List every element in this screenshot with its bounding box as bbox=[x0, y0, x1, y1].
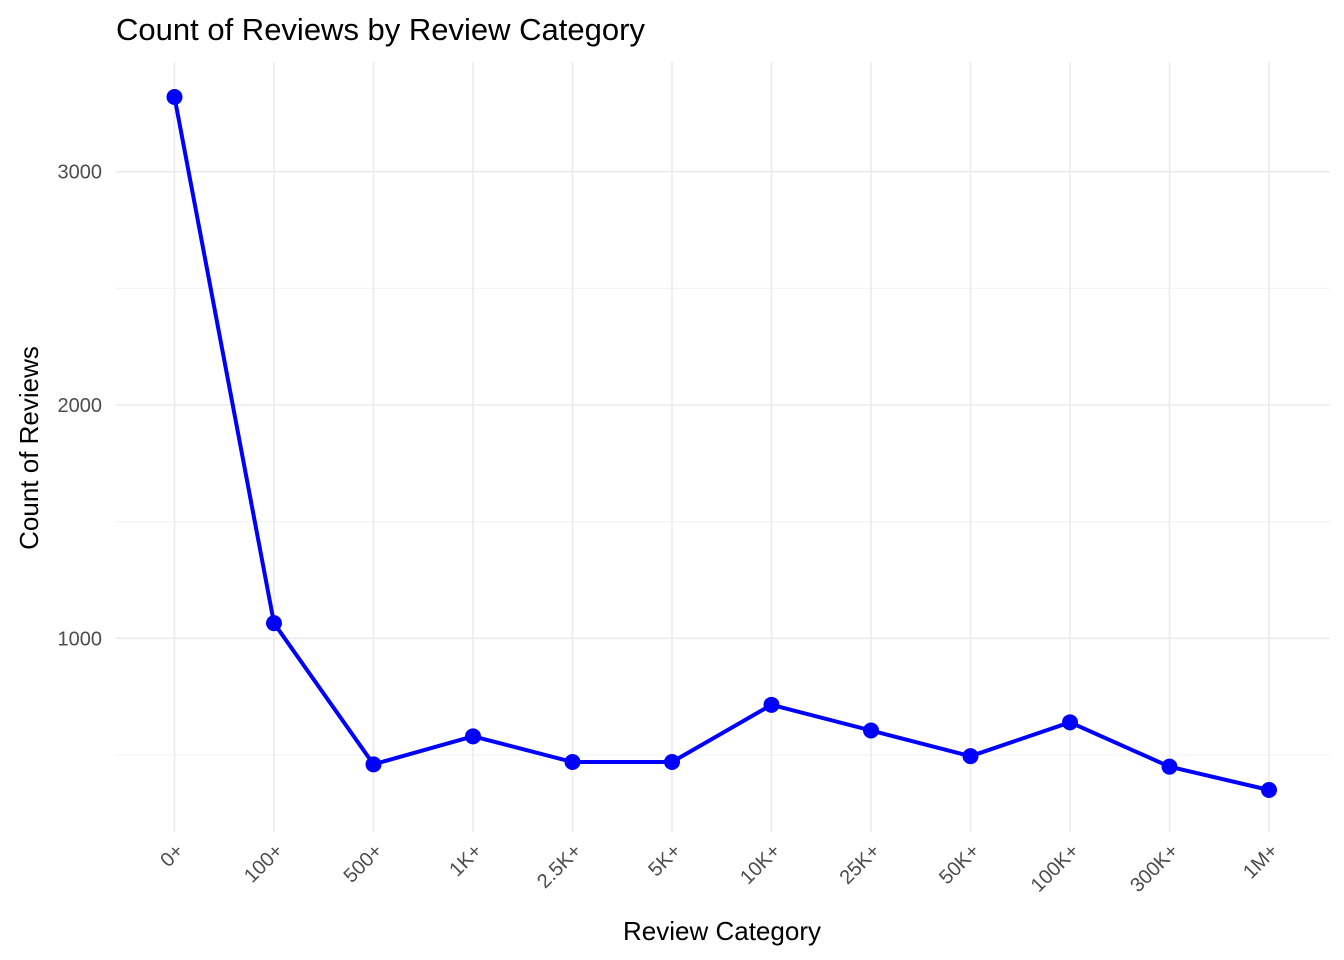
major-gridlines bbox=[116, 62, 1330, 832]
series-line bbox=[172, 95, 1271, 792]
x-axis-tick-labels: 0+ 100+ 500+ 1K+ 2.5K+ 5K+ 10K+ 25K+ 50K+ 100K+ 30… bbox=[156, 840, 1282, 897]
x-tick-label: 500+ bbox=[340, 840, 387, 887]
data-point-25K+ bbox=[863, 722, 879, 739]
data-point-1M+ bbox=[1261, 782, 1277, 798]
data-point-5K+ bbox=[664, 754, 680, 770]
chart-title: Count of Reviews by Review Category bbox=[116, 12, 645, 47]
y-tick-label: 3000 bbox=[58, 162, 103, 184]
x-tick-label: 10K+ bbox=[736, 840, 785, 889]
x-tick-label: 2.5K+ bbox=[533, 840, 586, 893]
data-points bbox=[166, 89, 1277, 798]
data-point-0+ bbox=[166, 89, 183, 105]
data-point-50K+ bbox=[962, 748, 979, 765]
minor-gridlines bbox=[116, 287, 1330, 756]
y-axis-title: Count of Reviews bbox=[14, 346, 44, 550]
data-point-10K+ bbox=[763, 696, 780, 713]
data-point-300K+ bbox=[1161, 758, 1178, 775]
x-tick-label: 5K+ bbox=[644, 840, 685, 881]
x-axis-title: Review Category bbox=[623, 916, 821, 946]
x-tick-label: 25K+ bbox=[836, 840, 885, 889]
x-tick-label: 0+ bbox=[156, 840, 188, 872]
data-point-100K+ bbox=[1062, 714, 1078, 731]
y-axis-tick-labels: 1000 2000 3000 bbox=[58, 162, 103, 651]
x-tick-label: 1M+ bbox=[1239, 840, 1282, 883]
x-tick-label: 100K+ bbox=[1027, 840, 1084, 897]
x-tick-label: 300K+ bbox=[1126, 840, 1183, 897]
x-tick-label: 100+ bbox=[240, 840, 287, 887]
data-point-500+ bbox=[365, 756, 382, 773]
x-tick-label: 50K+ bbox=[935, 840, 984, 889]
data-point-2.5K+ bbox=[564, 754, 581, 770]
data-point-1K+ bbox=[465, 728, 481, 745]
data-point-100+ bbox=[266, 615, 282, 632]
y-tick-label: 2000 bbox=[58, 395, 103, 417]
x-tick-label: 1K+ bbox=[445, 840, 486, 881]
y-tick-label: 1000 bbox=[58, 628, 103, 650]
